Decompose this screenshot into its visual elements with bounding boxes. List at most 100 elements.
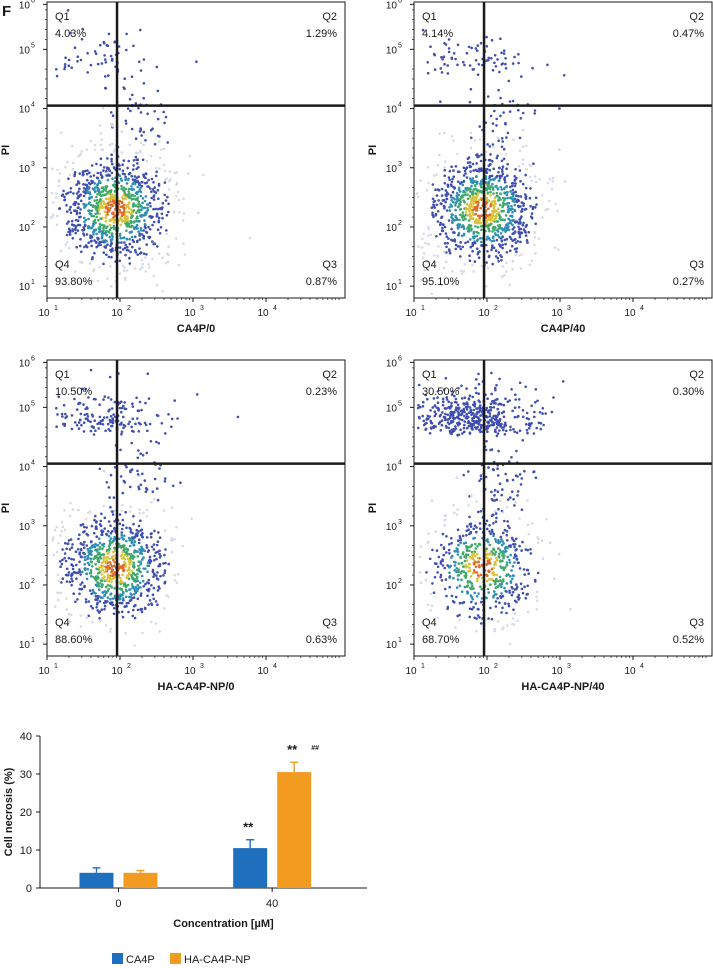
event-dot <box>458 218 461 222</box>
event-dot <box>473 420 477 423</box>
event-dot <box>146 372 150 376</box>
event-dot <box>95 206 99 210</box>
event-dot <box>447 50 451 54</box>
event-dot <box>450 536 453 540</box>
event-dot <box>145 243 148 246</box>
event-dot <box>94 52 98 55</box>
event-dot <box>128 225 131 228</box>
event-dot <box>150 500 153 504</box>
event-dot <box>94 548 97 552</box>
event-dot <box>70 223 74 226</box>
event-dot <box>477 560 481 564</box>
event-dot <box>94 592 97 595</box>
event-dot <box>127 159 130 163</box>
event-dot <box>526 548 530 552</box>
event-dot <box>111 162 114 166</box>
event-dot <box>124 220 127 223</box>
event-dot <box>141 197 145 200</box>
event-dot <box>162 147 166 150</box>
event-dot <box>494 388 497 392</box>
event-dot <box>158 630 161 633</box>
event-dot <box>112 576 116 580</box>
event-dot <box>506 400 510 404</box>
event-dot <box>478 408 482 412</box>
event-dot <box>462 565 465 568</box>
event-dot <box>91 205 95 209</box>
event-dot <box>473 139 477 142</box>
event-dot <box>56 413 59 416</box>
event-dot <box>136 151 140 155</box>
event-dot <box>82 183 85 186</box>
event-dot <box>521 207 524 211</box>
event-dot <box>420 246 424 249</box>
event-dot <box>75 563 78 567</box>
event-dot <box>491 182 494 186</box>
event-dot <box>488 578 491 581</box>
event-dot <box>138 238 142 241</box>
event-dot <box>95 245 98 249</box>
event-dot <box>443 206 446 210</box>
event-dot <box>131 402 134 406</box>
event-dot <box>76 219 80 222</box>
event-dot <box>86 407 89 410</box>
event-dot <box>526 241 529 244</box>
event-dot <box>447 426 451 430</box>
event-dot <box>147 603 150 606</box>
y-tick-label: 10 <box>19 0 31 11</box>
event-dot <box>104 568 108 571</box>
event-dot <box>448 178 452 182</box>
event-dot <box>495 175 498 179</box>
event-dot <box>71 579 74 583</box>
event-dot <box>132 536 136 539</box>
event-dot <box>137 181 140 185</box>
event-dot <box>513 200 516 203</box>
event-dot <box>427 234 430 237</box>
event-dot <box>150 196 153 200</box>
x-tick-exponent: 4 <box>640 305 644 312</box>
event-dot <box>468 566 471 569</box>
event-dot <box>511 62 515 65</box>
event-dot <box>120 406 124 410</box>
event-dot <box>491 122 495 125</box>
event-dot <box>489 219 492 222</box>
event-dot <box>495 434 499 438</box>
event-dot <box>476 238 480 241</box>
event-dot <box>144 195 148 198</box>
event-dot <box>125 602 129 605</box>
event-dot <box>530 179 533 182</box>
event-dot <box>477 256 481 260</box>
event-dot <box>443 174 447 177</box>
event-dot <box>488 415 492 418</box>
event-dot <box>503 586 506 590</box>
quadrant-percent-q2: 0.23% <box>306 386 337 398</box>
event-dot <box>130 127 134 131</box>
event-dot <box>520 231 524 235</box>
event-dot <box>89 551 92 555</box>
event-dot <box>533 415 536 419</box>
legend-swatch <box>170 953 181 964</box>
event-dot <box>429 233 433 236</box>
event-dot <box>494 210 497 213</box>
event-dots <box>415 28 567 296</box>
event-dot <box>77 190 80 193</box>
event-dot <box>513 556 516 560</box>
event-dot <box>121 248 125 251</box>
event-dot <box>144 176 147 180</box>
event-dot <box>501 235 505 238</box>
event-dot <box>522 228 526 231</box>
event-dot <box>531 66 534 70</box>
event-dot <box>503 566 507 569</box>
event-dot <box>108 561 112 564</box>
event-dot <box>128 207 131 210</box>
event-dot <box>510 490 514 494</box>
event-dot <box>103 604 107 608</box>
event-dot <box>527 572 530 575</box>
event-dot <box>494 537 497 541</box>
event-dot <box>82 228 86 231</box>
event-dot <box>123 246 127 250</box>
y-tick-exponent: 1 <box>31 637 35 644</box>
event-dot <box>502 49 506 52</box>
event-dot <box>110 510 114 513</box>
event-dot <box>450 215 453 219</box>
event-dot <box>440 543 443 547</box>
